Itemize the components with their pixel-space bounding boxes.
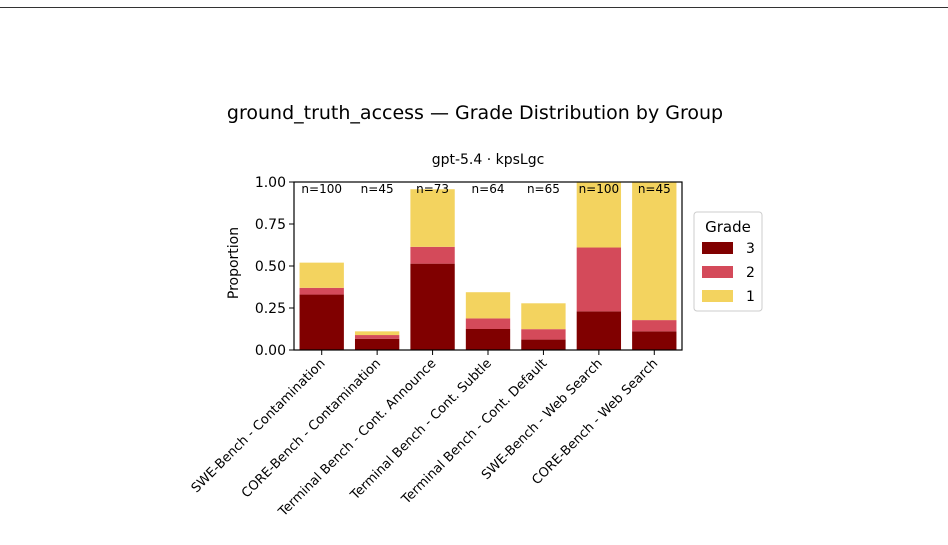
bar-segment-grade-3 — [576, 311, 622, 350]
y-tick-label: 0.25 — [255, 301, 286, 317]
sample-size-label: n=100 — [579, 182, 620, 196]
legend-title: Grade — [705, 218, 751, 236]
sample-size-label: n=45 — [361, 182, 394, 196]
bar-segment-grade-3 — [299, 294, 344, 350]
bar-segment-grade-2 — [299, 287, 344, 295]
bar-segment-grade-3 — [410, 263, 455, 350]
sample-size-label: n=73 — [416, 182, 449, 196]
bar-segment-grade-3 — [521, 339, 566, 350]
sample-size-annotations: n=100 n=45 n=73 n=64 n=65 n=100 n=45 — [301, 182, 670, 196]
plot-frame — [293, 181, 683, 351]
y-tick-label: 0.75 — [255, 217, 286, 233]
sample-size-label: n=65 — [527, 182, 560, 196]
bar-segment-grade-2 — [465, 318, 511, 329]
y-axis-label: Proportion — [226, 227, 242, 299]
y-tick-label: 0.00 — [255, 343, 286, 359]
bar-segment-grade-3 — [354, 338, 400, 350]
top-border-line — [0, 7, 948, 8]
bar-segment-grade-2 — [576, 247, 622, 312]
legend-swatch-grade-3 — [702, 242, 733, 254]
legend-label: 1 — [746, 289, 755, 305]
legend-label: 2 — [746, 265, 755, 281]
sample-size-label: n=64 — [472, 182, 505, 196]
bar-segment-grade-1 — [354, 331, 400, 336]
bar-segment-grade-2 — [521, 329, 566, 340]
bar-segment-grade-2 — [410, 246, 455, 264]
bar-segment-grade-3 — [632, 331, 677, 350]
y-tick-label: 0.50 — [255, 259, 286, 275]
legend-swatch-grade-1 — [702, 290, 733, 302]
legend-box — [693, 211, 763, 312]
y-tick-label: 1.00 — [255, 175, 286, 191]
bar-segment-grade-1 — [299, 262, 344, 288]
sample-size-label: n=100 — [301, 182, 342, 196]
sample-size-label: n=45 — [638, 182, 671, 196]
bar-segment-grade-2 — [354, 335, 400, 339]
bar-segment-grade-1 — [576, 182, 622, 248]
bar-segment-grade-1 — [465, 292, 511, 319]
legend: Grade 3 2 1 — [693, 211, 763, 312]
bar-segment-grade-3 — [465, 329, 511, 350]
chart-subtitle: gpt-5.4 · kpsLgc — [432, 152, 545, 168]
bar-segment-grade-1 — [521, 303, 566, 330]
legend-label: 3 — [746, 241, 755, 257]
bar-segment-grade-2 — [632, 320, 677, 332]
bars-group — [299, 182, 677, 350]
legend-swatch-grade-2 — [702, 266, 733, 278]
bar-segment-grade-1 — [632, 182, 677, 321]
bar-segment-grade-1 — [410, 189, 455, 247]
figure-title: ground_truth_access — Grade Distribution… — [227, 102, 723, 124]
y-axis: 0.00 0.25 0.50 0.75 1.00 — [255, 175, 294, 359]
